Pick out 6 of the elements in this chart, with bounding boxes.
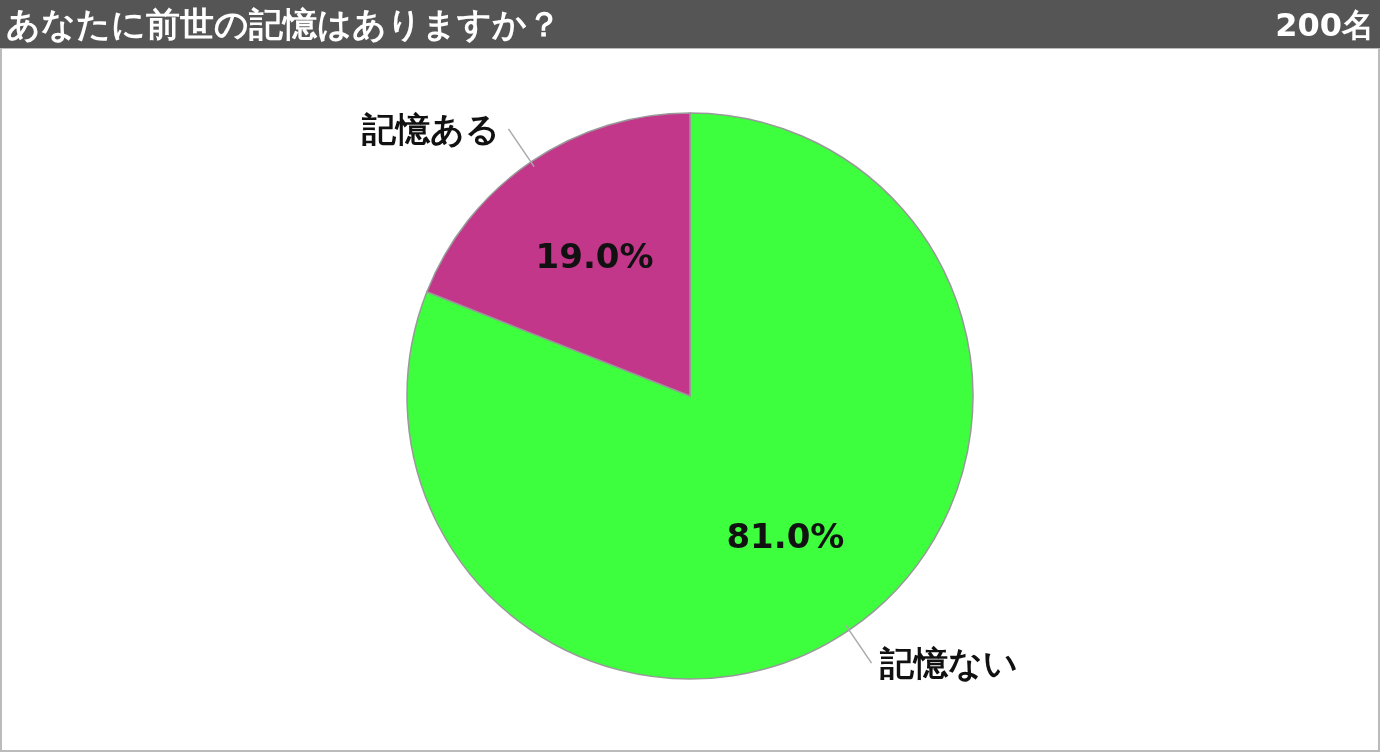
chart-title: あなたに前世の記憶はありますか？ — [6, 4, 561, 44]
data-label: 81.0% — [726, 516, 845, 557]
data-label: 19.0% — [535, 235, 654, 276]
text: 200名 — [1275, 6, 1374, 44]
slice-label: 記憶ある — [361, 108, 501, 149]
slice-label: 記憶ない — [878, 643, 1018, 684]
